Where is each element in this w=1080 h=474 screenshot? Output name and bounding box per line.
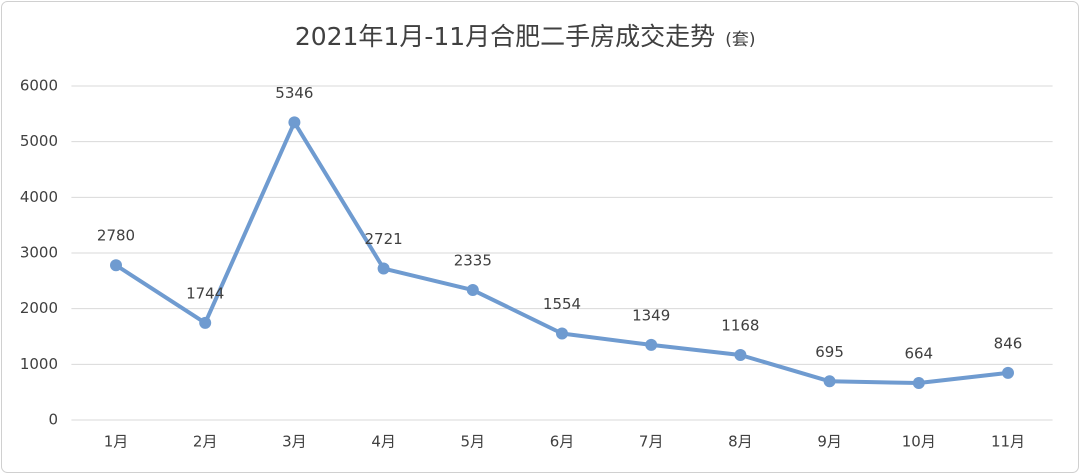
- data-label: 695: [815, 343, 844, 361]
- x-tick-label: 9月: [817, 433, 842, 451]
- point: [823, 375, 836, 388]
- chart-title: 2021年1月-11月合肥二手房成交走势: [295, 22, 715, 51]
- data-label: 2780: [97, 227, 135, 245]
- point: [288, 116, 301, 129]
- data-label: 2721: [365, 230, 403, 248]
- point: [556, 327, 568, 340]
- point: [1002, 366, 1014, 379]
- y-tick-label: 1000: [20, 355, 58, 373]
- data-label: 1744: [186, 284, 224, 302]
- point: [466, 284, 479, 297]
- data-label: 1349: [632, 306, 670, 324]
- x-tick-label: 11月: [991, 433, 1025, 451]
- data-label: 1554: [543, 295, 581, 313]
- y-tick-label: 4000: [20, 188, 58, 206]
- x-tick-label: 6月: [550, 433, 575, 451]
- y-tick-label: 2000: [20, 299, 58, 317]
- x-tick-label: 4月: [371, 433, 396, 451]
- x-tick-label: 10月: [902, 433, 936, 451]
- point: [110, 259, 122, 272]
- y-tick-label: 3000: [20, 244, 58, 262]
- x-tick-label: 3月: [282, 433, 307, 451]
- x-tick-label: 8月: [728, 433, 753, 451]
- y-tick-label: 0: [48, 411, 58, 429]
- x-tick-label: 1月: [104, 433, 129, 451]
- data-label: 5346: [275, 84, 313, 102]
- point: [645, 338, 658, 351]
- point: [199, 316, 212, 329]
- data-label: 846: [994, 334, 1023, 352]
- data-label: 1168: [721, 316, 759, 334]
- x-tick-label: 7月: [639, 433, 664, 451]
- point: [912, 377, 925, 390]
- y-tick-label: 5000: [20, 132, 58, 150]
- y-tick-label: 6000: [20, 77, 58, 95]
- point: [734, 348, 747, 361]
- chart-subtitle: (套): [725, 30, 755, 50]
- x-tick-label: 2月: [193, 433, 218, 451]
- data-label: 664: [904, 345, 933, 363]
- x-tick-label: 5月: [461, 433, 486, 451]
- data-label: 2335: [454, 252, 492, 270]
- point: [377, 262, 390, 275]
